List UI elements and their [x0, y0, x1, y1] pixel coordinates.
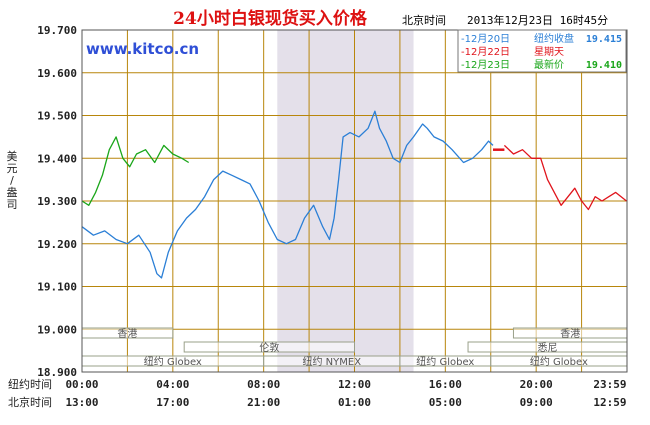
session-bar: 香港: [512, 327, 628, 340]
session-label: 悉尼: [538, 342, 558, 354]
legend: -12月20日 纽约收盘 19.415 -12月22日 星期天 -12月23日 最新价 19.…: [457, 29, 627, 73]
x-tick-label: 01:00: [338, 396, 371, 409]
legend-date: -12月23日: [461, 59, 510, 71]
watermark-url: www.kitco.cn: [86, 40, 199, 58]
timestamp-city: 北京时间: [402, 13, 446, 27]
x-row-label: 纽约时间: [8, 377, 52, 391]
series-line: [81, 110, 494, 279]
x-row-label: 北京时间: [8, 395, 52, 409]
x-tick-label: 05:00: [429, 396, 462, 409]
session-label: 纽约 Globex: [144, 355, 202, 368]
x-tick-label: 23:59: [593, 378, 626, 391]
plot-frame: [81, 29, 628, 373]
session-label: 纽约 Globex: [530, 355, 588, 368]
legend-note: 星期天: [534, 46, 564, 58]
session-bar: 香港: [81, 327, 174, 340]
legend-entry: -12月22日 星期天: [461, 46, 564, 58]
axes: 19.700 19.600 19.500 19.400 19.300 19.200 19.1…: [7, 24, 627, 409]
y-axis-label: 美: [7, 150, 18, 163]
y-tick-label: 19.100: [37, 281, 77, 294]
x-tick-label: 12:00: [338, 378, 371, 391]
x-tick-label: 04:00: [156, 378, 189, 391]
y-tick-label: 18.900: [37, 366, 77, 379]
legend-date: -12月22日: [461, 46, 510, 58]
grid: [81, 29, 628, 373]
legend-date: -12月20日: [461, 33, 510, 45]
x-tick-label: 00:00: [65, 378, 98, 391]
y-axis-label: 盎: [7, 185, 18, 199]
y-tick-label: 19.000: [37, 323, 77, 336]
session-label: 香港: [117, 328, 137, 340]
y-tick-label: 19.400: [37, 152, 77, 165]
session-bar: 伦敦: [183, 341, 355, 354]
session-label: 纽约 Globex: [416, 355, 474, 368]
series-lines: [81, 110, 627, 279]
session-bar: 纽约 Globex: [399, 355, 492, 368]
y-axis-label: 元: [7, 162, 18, 175]
x-tick-label: 08:00: [247, 378, 280, 391]
session-box: [183, 341, 355, 353]
legend-entry: -12月23日 最新价 19.410: [461, 58, 622, 71]
plot-border: [81, 29, 628, 373]
session-label: 纽约 NYMEX: [303, 355, 362, 368]
y-tick-label: 19.700: [37, 24, 77, 37]
x-tick-label: 16:00: [429, 378, 462, 391]
session-label: 香港: [560, 328, 580, 340]
session-bar: 纽约 NYMEX: [263, 355, 401, 368]
legend-value: 19.410: [586, 60, 622, 71]
series-line: [503, 144, 627, 211]
y-tick-label: 19.500: [37, 110, 77, 123]
legend-value: 19.415: [586, 34, 622, 45]
y-axis-label: 司: [7, 198, 18, 211]
x-tick-label: 12:59: [593, 396, 626, 409]
legend-note: 纽约收盘: [534, 32, 574, 45]
chart-title: 24小时白银现货买入价格: [173, 8, 368, 29]
y-tick-label: 19.200: [37, 238, 77, 251]
x-tick-label: 20:00: [520, 378, 553, 391]
series-line: [81, 136, 190, 206]
y-tick-label: 19.600: [37, 67, 77, 80]
timestamp-value: 2013年12月23日 16时45分: [467, 13, 608, 27]
x-tick-label: 21:00: [247, 396, 280, 409]
x-tick-label: 17:00: [156, 396, 189, 409]
session-label: 伦敦: [259, 341, 279, 354]
session-bar: 纽约 Globex: [490, 355, 628, 368]
legend-box: [457, 29, 627, 73]
y-tick-label: 19.300: [37, 195, 77, 208]
x-tick-label: 09:00: [520, 396, 553, 409]
session-bar: 悉尼: [467, 341, 628, 354]
legend-entry: -12月20日 纽约收盘 19.415: [461, 32, 622, 45]
y-axis-label: /: [10, 174, 14, 187]
x-tick-label: 13:00: [65, 396, 98, 409]
session-bar: 纽约 Globex: [81, 355, 265, 368]
legend-note: 最新价: [534, 58, 564, 71]
